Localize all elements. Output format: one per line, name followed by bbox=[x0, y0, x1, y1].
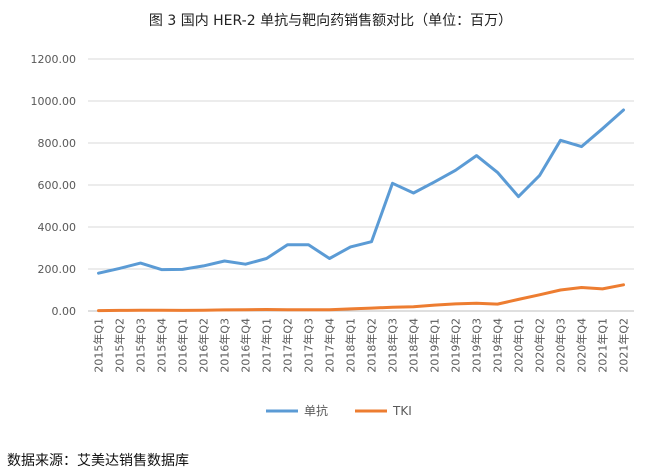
x-tick-label: 2015年Q4 bbox=[155, 318, 169, 373]
x-tick-label: 2016年Q3 bbox=[218, 318, 232, 373]
x-tick-label: 2017年Q1 bbox=[260, 318, 274, 373]
series-line bbox=[97, 283, 625, 313]
y-tick-label: 400.00 bbox=[38, 221, 77, 234]
x-tick-label: 2020年Q1 bbox=[512, 318, 526, 373]
y-axis-ticks: 0.00 200.00 400.00 600.00 800.00 1000.00 1200.… bbox=[31, 53, 77, 318]
y-tick-label: 1000.00 bbox=[31, 95, 77, 108]
gridlines bbox=[88, 58, 634, 312]
x-tick-label: 2018年Q1 bbox=[344, 318, 358, 373]
x-tick-label: 2019年Q2 bbox=[449, 318, 463, 373]
x-tick-label: 2018年Q4 bbox=[407, 318, 421, 373]
x-tick-label: 2017年Q4 bbox=[323, 318, 337, 373]
x-tick-label: 2017年Q3 bbox=[302, 318, 316, 373]
legend-label: 单抗 bbox=[304, 403, 328, 418]
x-tick-label: 2020年Q2 bbox=[533, 318, 547, 373]
legend-label: TKI bbox=[392, 404, 412, 418]
x-tick-label: 2019年Q3 bbox=[470, 318, 484, 373]
x-tick-label: 2021年Q2 bbox=[617, 318, 631, 373]
x-tick-label: 2019年Q1 bbox=[428, 318, 442, 373]
x-axis-ticks: 2015年Q1 2015年Q2 2015年Q3 2015年Q4 2016年Q1 2016年… bbox=[92, 318, 631, 373]
x-tick-label: 2020年Q3 bbox=[554, 318, 568, 373]
x-tick-label: 2018年Q2 bbox=[365, 318, 379, 373]
x-tick-label: 2019年Q4 bbox=[491, 318, 505, 373]
x-tick-label: 2018年Q3 bbox=[386, 318, 400, 373]
y-tick-label: 1200.00 bbox=[31, 53, 77, 66]
x-tick-label: 2017年Q2 bbox=[281, 318, 295, 373]
x-tick-label: 2015年Q2 bbox=[113, 318, 127, 373]
chart-title: 图 3 国内 HER-2 单抗与靶向药销售额对比（单位：百万） bbox=[148, 13, 513, 29]
x-tick-label: 2016年Q1 bbox=[176, 318, 190, 373]
series-line bbox=[97, 108, 625, 275]
legend: 单抗 TKI bbox=[266, 403, 412, 418]
y-tick-label: 600.00 bbox=[38, 179, 77, 192]
y-tick-label: 0.00 bbox=[52, 305, 77, 318]
x-tick-label: 2016年Q2 bbox=[197, 318, 211, 373]
x-tick-label: 2015年Q3 bbox=[134, 318, 148, 373]
y-tick-label: 200.00 bbox=[38, 263, 77, 276]
x-tick-label: 2016年Q4 bbox=[239, 318, 253, 373]
x-tick-label: 2020年Q4 bbox=[575, 318, 589, 373]
x-tick-label: 2021年Q1 bbox=[596, 318, 610, 373]
series-lines bbox=[97, 108, 625, 313]
source-note: 数据来源：艾美达销售数据库 bbox=[7, 453, 189, 469]
y-tick-label: 800.00 bbox=[38, 137, 77, 150]
x-tick-label: 2015年Q1 bbox=[92, 318, 106, 373]
